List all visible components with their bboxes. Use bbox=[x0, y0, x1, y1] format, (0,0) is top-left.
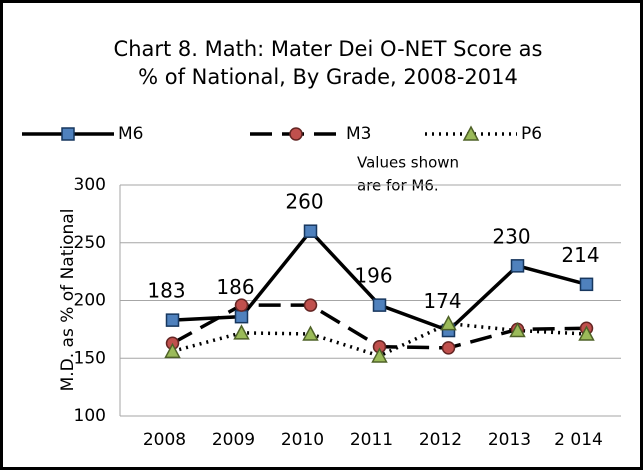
marker bbox=[441, 341, 456, 355]
data-label: 174 bbox=[423, 289, 461, 313]
marker bbox=[303, 298, 318, 312]
marker bbox=[289, 127, 303, 141]
marker bbox=[510, 259, 525, 273]
legend-label: M6 bbox=[118, 124, 143, 144]
x-tick-label: 2 014 bbox=[554, 430, 603, 450]
y-tick-label: 300 bbox=[74, 175, 106, 195]
data-label: 183 bbox=[147, 279, 185, 303]
y-axis-label: M.D. as % of National bbox=[58, 209, 78, 392]
marker bbox=[165, 313, 180, 327]
marker bbox=[234, 298, 249, 312]
x-tick-label: 2013 bbox=[488, 430, 531, 450]
x-tick-label: 2008 bbox=[143, 430, 186, 450]
x-tick-label: 2012 bbox=[419, 430, 462, 450]
marker bbox=[303, 224, 318, 238]
chart-title: % of National, By Grade, 2008-2014 bbox=[138, 65, 518, 89]
annotation: Values shown bbox=[357, 154, 459, 172]
marker bbox=[61, 127, 75, 141]
data-label: 196 bbox=[354, 264, 392, 288]
marker bbox=[164, 342, 181, 359]
marker bbox=[579, 277, 594, 292]
y-tick-label: 250 bbox=[74, 233, 106, 253]
marker bbox=[302, 325, 319, 341]
marker bbox=[578, 325, 595, 341]
marker bbox=[372, 298, 387, 312]
chart-title: Chart 8. Math: Mater Dei O-NET Score as bbox=[114, 37, 543, 61]
marker bbox=[440, 315, 457, 331]
y-tick-label: 100 bbox=[74, 406, 106, 426]
data-label: 186 bbox=[216, 275, 254, 299]
x-tick-label: 2009 bbox=[212, 430, 255, 450]
legend-label: P6 bbox=[521, 124, 542, 144]
data-label: 260 bbox=[285, 190, 323, 214]
y-tick-label: 150 bbox=[74, 348, 106, 368]
data-label: 214 bbox=[561, 243, 599, 267]
legend-label: M3 bbox=[346, 124, 371, 144]
x-tick-label: 2010 bbox=[281, 430, 324, 450]
x-tick-label: 2011 bbox=[350, 430, 393, 450]
marker bbox=[371, 347, 388, 363]
marker bbox=[234, 309, 249, 324]
marker bbox=[509, 321, 526, 338]
y-tick-label: 200 bbox=[74, 291, 106, 311]
marker bbox=[462, 125, 480, 141]
data-label: 230 bbox=[492, 224, 530, 248]
marker bbox=[233, 324, 250, 340]
